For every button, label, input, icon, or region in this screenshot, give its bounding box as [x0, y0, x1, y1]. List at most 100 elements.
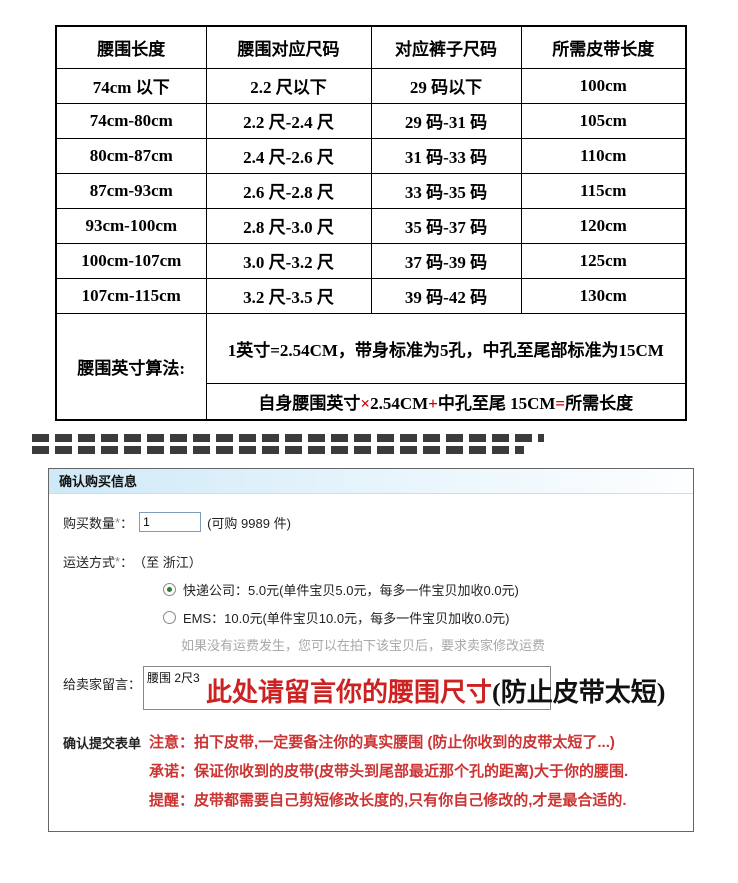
table-row: 100cm-107cm 3.0 尺-3.2 尺 37 码-39 码 125cm — [55, 242, 687, 279]
table-row: 107cm-115cm 3.2 尺-3.5 尺 39 码-42 码 130cm — [55, 277, 687, 314]
table-cell: 39 码-42 码 — [370, 277, 522, 314]
col-header-pants-size: 对应裤子尺码 — [370, 25, 522, 69]
table-header-row: 腰围长度 腰围对应尺码 对应裤子尺码 所需皮带长度 — [55, 25, 687, 69]
formula-line2-cell: 自身腰围英寸×2.54CM+中孔至尾 15CM=所需长度 — [205, 382, 687, 421]
formula-row: 腰围英寸算法: 1英寸=2.54CM，带身标准为5孔，中孔至尾部标准为15CM — [55, 312, 687, 421]
table-cell: 2.6 尺-2.8 尺 — [205, 172, 372, 209]
quantity-input[interactable] — [139, 512, 202, 532]
table-cell: 2.2 尺以下 — [205, 67, 372, 104]
submit-section: 确认提交表单 注意：拍下皮带,一定要备注你的真实腰围 (防止你收到的皮带太短了.… — [63, 728, 693, 815]
note-prefix: 注意： — [149, 734, 195, 751]
formula-text: 所需长度 — [565, 393, 634, 413]
shipping-option-label: 快递公司： — [183, 583, 249, 598]
stock-note: (可购 9989 件) — [207, 515, 291, 531]
formula-text: 自身腰围英寸 — [258, 393, 361, 413]
table-cell: 3.2 尺-3.5 尺 — [205, 277, 372, 314]
table-cell: 29 码以下 — [370, 67, 522, 104]
dash-line — [32, 446, 524, 454]
shipping-destination: （至 浙江） — [133, 555, 202, 570]
required-mark: * — [115, 554, 121, 569]
table-cell: 2.2 尺-2.4 尺 — [205, 102, 372, 139]
table-cell: 74cm-80cm — [55, 102, 207, 139]
table-cell: 2.8 尺-3.0 尺 — [205, 207, 372, 244]
bottom-reminder: 注意:拍下皮带,在“给卖家留言”处请备注你的真实腰围尺寸, 方便我给你准确发货 … — [36, 878, 738, 883]
confirm-purchase-panel: 确认购买信息 购买数量*： (可购 9989 件) 运送方式*： （至 浙江） … — [48, 468, 694, 832]
table-row: 74cm-80cm 2.2 尺-2.4 尺 29 码-31 码 105cm — [55, 102, 687, 139]
shipping-option-price: 5.0元(单件宝贝5.0元，每多一件宝贝加收0.0元) — [248, 583, 519, 598]
formula-text: 中孔至尾 15CM — [437, 393, 556, 413]
radio-unselected-icon[interactable] — [163, 611, 176, 624]
table-cell: 100cm — [520, 67, 687, 104]
seller-message-value: 腰围 2尺3 — [147, 671, 200, 685]
note-line: 提醒：皮带都需要自己剪短修改长度的,只有你自己修改的,才是最合适的. — [149, 786, 628, 815]
note-prefix: 提醒： — [149, 792, 195, 809]
shipping-label: 运送方式 — [63, 555, 116, 570]
shipping-option-express[interactable]: 快递公司： 5.0元(单件宝贝5.0元，每多一件宝贝加收0.0元) — [163, 580, 693, 599]
multiply-operator: × — [360, 393, 371, 413]
note-line: 承诺：保证你收到的皮带(皮带头到尾部最近那个孔的距离)大于你的腰围. — [149, 757, 628, 786]
table-row: 80cm-87cm 2.4 尺-2.6 尺 31 码-33 码 110cm — [55, 137, 687, 174]
panel-title: 确认购买信息 — [49, 469, 693, 494]
col-header-waist-length: 腰围长度 — [55, 25, 207, 69]
note-text: 保证你收到的皮带(皮带头到尾部最近那个孔的距离)大于你的腰围. — [194, 763, 629, 780]
table-cell: 2.4 尺-2.6 尺 — [205, 137, 372, 174]
shipping-row: 运送方式 *： （至 浙江） — [63, 552, 693, 571]
belt-size-table: 腰围长度 腰围对应尺码 对应裤子尺码 所需皮带长度 74cm 以下 2.2 尺以… — [55, 25, 687, 421]
col-header-waist-size: 腰围对应尺码 — [205, 25, 372, 69]
note-text: 皮带都需要自己剪短修改长度的,只有你自己修改的,才是最合适的. — [194, 792, 627, 809]
message-hint-red: 此处请留言你的腰围尺寸 — [206, 678, 493, 707]
table-cell: 107cm-115cm — [55, 277, 207, 314]
message-hint-black: (防止皮带太短) — [492, 678, 666, 707]
message-hint-overlay: 此处请留言你的腰围尺寸(防止皮带太短) — [206, 672, 665, 709]
submit-section-label: 确认提交表单 — [63, 736, 142, 751]
table-cell: 74cm 以下 — [55, 67, 207, 104]
shipping-option-ems[interactable]: EMS： 10.0元(单件宝贝10.0元，每多一件宝贝加收0.0元) — [163, 608, 693, 627]
plus-operator: + — [428, 393, 438, 413]
shipping-option-price: 10.0元(单件宝贝10.0元，每多一件宝贝加收0.0元) — [224, 611, 510, 626]
dash-line — [32, 434, 544, 442]
table-cell: 80cm-87cm — [55, 137, 207, 174]
seller-message-label: 给卖家留言： — [63, 677, 142, 692]
table-cell: 29 码-31 码 — [370, 102, 522, 139]
formula-row: 自身腰围英寸×2.54CM+中孔至尾 15CM=所需长度 — [56, 382, 687, 421]
table-cell: 105cm — [520, 102, 687, 139]
formula-line1-cell: 1英寸=2.54CM，带身标准为5孔，中孔至尾部标准为15CM — [205, 312, 687, 384]
label-colon: ： — [120, 555, 134, 570]
quantity-label: 购买数量 — [63, 515, 116, 531]
reminder-line-1: 注意:拍下皮带,在“给卖家留言”处请备注你的真实腰围尺寸, — [36, 878, 738, 883]
table-row: 93cm-100cm 2.8 尺-3.0 尺 35 码-37 码 120cm — [55, 207, 687, 244]
equals-operator: = — [555, 393, 566, 413]
table-cell: 33 码-35 码 — [370, 172, 522, 209]
table-cell: 35 码-37 码 — [370, 207, 522, 244]
table-cell: 3.0 尺-3.2 尺 — [205, 242, 372, 279]
formula-text: 2.54CM — [370, 393, 429, 413]
table-cell: 130cm — [520, 277, 687, 314]
seller-message-row: 给卖家留言： 腰围 2尺3 此处请留言你的腰围尺寸(防止皮带太短) — [63, 666, 693, 710]
table-row: 87cm-93cm 2.6 尺-2.8 尺 33 码-35 码 115cm — [55, 172, 687, 209]
note-prefix: 承诺： — [149, 763, 195, 780]
table-cell: 31 码-33 码 — [370, 137, 522, 174]
table-row: 74cm 以下 2.2 尺以下 29 码以下 100cm — [55, 67, 687, 104]
panel-body: 购买数量*： (可购 9989 件) 运送方式*： （至 浙江） 快递公司： 5… — [49, 494, 693, 831]
table-cell: 93cm-100cm — [55, 207, 207, 244]
table-cell: 100cm-107cm — [55, 242, 207, 279]
label-colon: ： — [120, 515, 134, 531]
table-cell: 87cm-93cm — [55, 172, 207, 209]
quantity-row: 购买数量*： (可购 9989 件) — [63, 512, 693, 532]
radio-selected-icon[interactable] — [163, 583, 176, 596]
col-header-belt-length: 所需皮带长度 — [520, 25, 687, 69]
note-line: 注意：拍下皮带,一定要备注你的真实腰围 (防止你收到的皮带太短了...) — [149, 728, 628, 757]
table-cell: 110cm — [520, 137, 687, 174]
submit-notes: 注意：拍下皮带,一定要备注你的真实腰围 (防止你收到的皮带太短了...) 承诺：… — [149, 728, 628, 815]
shipping-fee-note: 如果没有运费发生，您可以在拍下该宝贝后，要求卖家修改运费 — [181, 638, 546, 653]
table-cell: 120cm — [520, 207, 687, 244]
seller-message-textarea[interactable]: 腰围 2尺3 此处请留言你的腰围尺寸(防止皮带太短) — [143, 666, 665, 710]
table-cell: 115cm — [520, 172, 687, 209]
double-dash-separator — [32, 434, 738, 454]
table-cell: 125cm — [520, 242, 687, 279]
table-cell: 37 码-39 码 — [370, 242, 522, 279]
formula-label-cell: 腰围英寸算法: — [55, 312, 207, 421]
shipping-option-label: EMS： — [183, 611, 225, 626]
required-mark: * — [115, 514, 121, 530]
